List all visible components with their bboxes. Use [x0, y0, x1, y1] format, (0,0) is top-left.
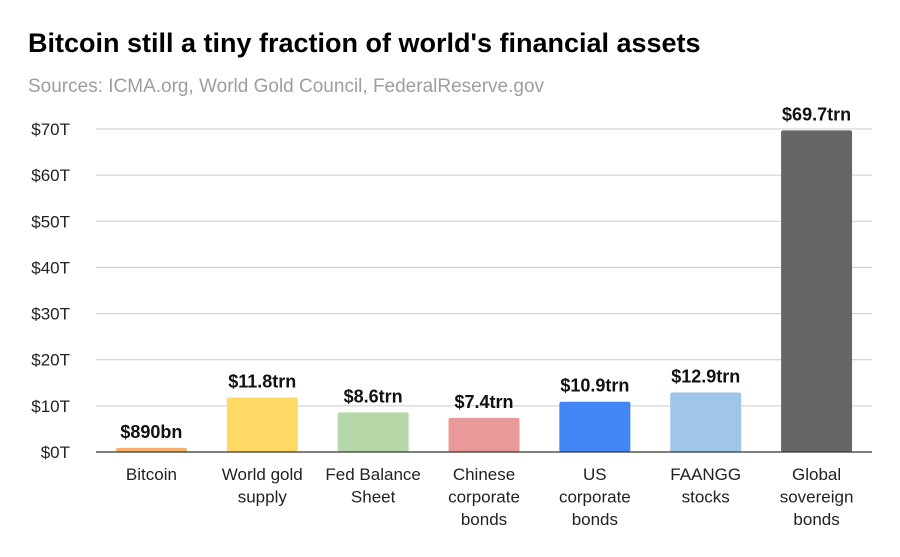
y-tick-label: $30T: [31, 305, 70, 324]
x-tick-label-line: sovereign: [780, 488, 854, 507]
x-tick-label-line: Fed Balance: [325, 465, 420, 484]
data-label: $10.9trn: [560, 376, 629, 396]
x-tick-label-line: Bitcoin: [126, 465, 177, 484]
x-tick-label-line: bonds: [572, 510, 618, 529]
x-tick-label-line: US: [583, 465, 607, 484]
y-tick-label: $70T: [31, 120, 70, 139]
data-label: $7.4trn: [454, 392, 513, 412]
y-tick-label: $20T: [31, 351, 70, 370]
y-tick-label: $0T: [41, 443, 70, 462]
x-tick-label: Bitcoin: [126, 465, 177, 484]
gridlines: [96, 128, 872, 407]
data-label: $890bn: [120, 422, 182, 442]
x-tick-label: Global sovereign bonds: [780, 465, 854, 529]
x-tick-label-line: stocks: [682, 488, 730, 507]
y-tick-label: $10T: [31, 397, 70, 416]
chart-title: Bitcoin still a tiny fraction of world's…: [28, 28, 701, 58]
x-tick-label: Fed Balance Sheet: [325, 465, 420, 507]
x-tick-label: World gold supply: [222, 465, 303, 507]
x-tick-label-line: Global: [792, 465, 841, 484]
bar: [115, 447, 187, 452]
data-label: $12.9trn: [671, 366, 740, 386]
y-tick-label: $60T: [31, 166, 70, 185]
data-label: $11.8trn: [228, 372, 296, 392]
x-tick-label-line: Sheet: [351, 488, 396, 507]
bar: [559, 401, 631, 452]
x-tick-label-line: Chinese: [453, 465, 515, 484]
x-axis-ticks: Bitcoin World gold supply Fed Balance Sheet C…: [126, 465, 854, 529]
x-tick-label-line: World gold: [222, 465, 303, 484]
x-tick-label-line: bonds: [461, 510, 507, 529]
bar: [337, 412, 409, 452]
x-tick-label-line: corporate: [448, 488, 520, 507]
x-tick-label: Chinese corporate bonds: [448, 465, 520, 529]
x-tick-label-line: corporate: [559, 488, 631, 507]
x-tick-label: FAANGG stocks: [670, 465, 741, 507]
data-label: $8.6trn: [344, 386, 403, 406]
x-tick-label: US corporate bonds: [559, 465, 631, 529]
y-axis-ticks: $0T $10T $20T $30T $40T $50T $60T $70T: [31, 120, 70, 462]
bar: [781, 130, 853, 453]
y-tick-label: $40T: [31, 258, 70, 277]
data-labels: $890bn $11.8trn $8.6trn $7.4trn $10.9trn $12.…: [120, 104, 851, 442]
x-tick-label-line: FAANGG: [670, 465, 741, 484]
bars: [115, 130, 853, 453]
chart-subtitle: Sources: ICMA.org, World Gold Council, F…: [28, 76, 545, 97]
y-tick-label: $50T: [31, 212, 70, 231]
data-label: $69.7trn: [782, 104, 851, 124]
bar: [670, 392, 742, 452]
bar: [448, 417, 520, 452]
x-tick-label-line: bonds: [793, 510, 839, 529]
x-tick-label-line: supply: [238, 488, 288, 507]
bar: [226, 397, 298, 452]
